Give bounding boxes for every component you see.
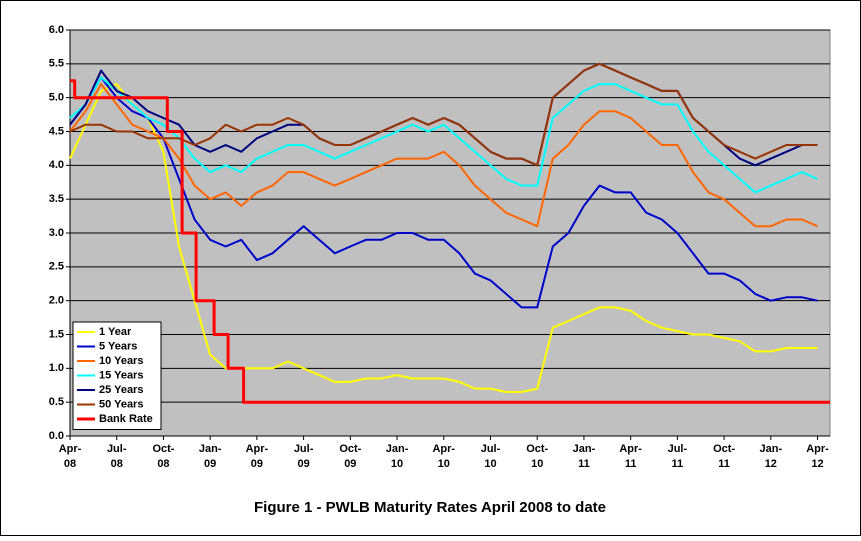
y-tick-label: 4.0 [49,159,64,171]
legend-label: 25 Years [99,384,143,396]
x-tick-label: Jul-09 [294,443,314,470]
y-tick-label: 6.0 [49,24,64,36]
x-tick-label: Apr-12 [806,443,829,470]
series-line [69,62,818,167]
y-tick-label: 2.0 [49,295,64,307]
series-line [69,76,818,194]
legend-label: 50 Years [99,398,143,410]
legend-label: 15 Years [99,369,143,381]
x-tick-label: Jan-12 [760,443,783,470]
series-line [69,76,818,309]
y-tick-label: 3.0 [49,227,64,239]
x-tick-label: Oct-08 [152,443,174,470]
y-tick-label: 1.5 [49,328,64,340]
y-tick-label: 1.0 [49,362,64,374]
y-tick-label: 0.5 [49,396,64,408]
x-tick-label: Oct-10 [526,443,548,470]
series-line [70,79,830,404]
legend-label: 1 Year [99,326,132,338]
legend: 1 Year 5 Years 10 Years 15 Years 25 Years 50 … [72,321,162,430]
x-tick-label: Jul-10 [481,443,501,470]
y-tick-label: 0.0 [49,430,64,442]
x-tick-label: Jul-11 [668,443,688,470]
legend-label: 5 Years [99,340,137,352]
y-tick-label: 2.5 [49,261,64,273]
y-tick-label: 3.5 [49,193,64,205]
x-tick-label: Apr-08 [59,443,82,470]
y-tick-label: 5.5 [49,58,64,70]
legend-label: Bank Rate [99,413,153,425]
series-line [69,83,818,228]
x-tick-label: Apr-10 [432,443,455,470]
y-tick-label: 4.5 [49,125,64,137]
x-tick-label: Jan-11 [573,443,596,470]
x-tick-label: Apr-09 [246,443,269,470]
chart-title: Figure 1 - PWLB Maturity Rates April 200… [254,499,606,516]
x-tick-label: Jan-09 [199,443,222,470]
y-tick-label: 5.0 [49,92,64,104]
x-tick-label: Apr-11 [619,443,642,470]
x-tick-label: Oct-09 [339,443,361,470]
legend-label: 10 Years [99,355,143,367]
x-tick-label: Oct-11 [713,443,735,470]
x-tick-label: Jan-10 [386,443,409,470]
x-tick-label: Jul-08 [107,443,127,470]
